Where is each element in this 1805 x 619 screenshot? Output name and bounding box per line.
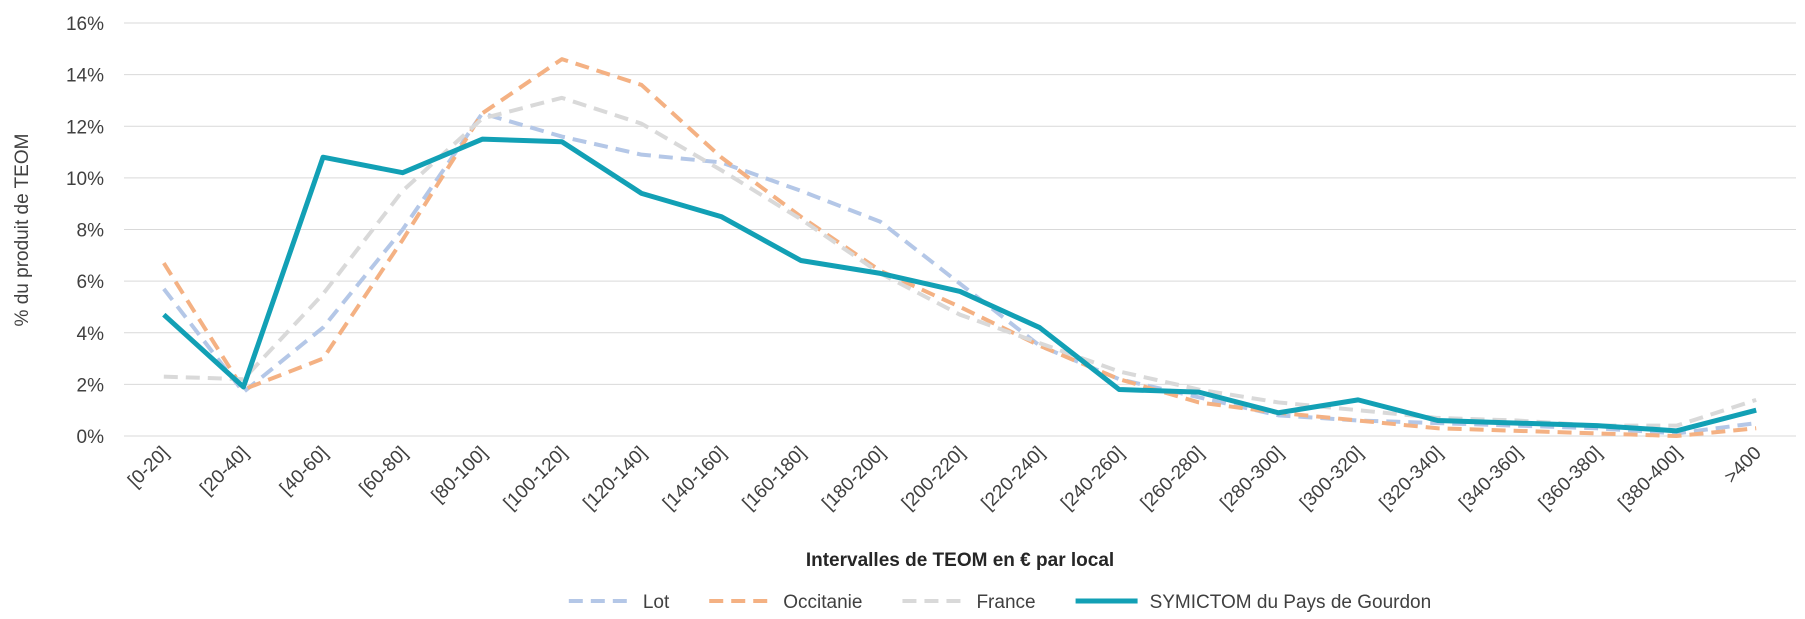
y-tick-label: 6% [77,272,105,293]
y-tick-label: 4% [77,324,105,345]
x-tick-label: [220-240] [978,443,1050,515]
x-tick-label: [200-220] [898,443,970,515]
y-tick-label: 2% [77,375,105,396]
x-tick-label: [180-200] [818,443,890,515]
x-tick-label: [100-120] [500,443,572,515]
x-tick-label: [0-20] [124,443,173,492]
x-tick-label: [260-280] [1137,443,1209,515]
x-tick-label: [20-40] [196,443,253,500]
x-tick-label: [280-300] [1216,443,1288,515]
y-tick-label: 0% [77,427,105,448]
x-axis-title: Intervalles de TEOM en € par local [806,550,1114,571]
x-tick-label: [140-160] [659,443,731,515]
x-tick-label: [120-140] [579,443,651,515]
legend-label: Lot [643,592,670,613]
x-tick-label: [160-180] [739,443,811,515]
y-tick-label: 16% [66,14,104,35]
x-tick-label: [340-360] [1455,443,1527,515]
y-tick-label: 12% [66,117,104,138]
x-tick-label: [60-80] [356,443,413,500]
y-tick-label: 8% [77,221,105,242]
x-tick-label: [40-60] [276,443,333,500]
x-tick-label: [380-400] [1614,443,1686,515]
series-line [162,57,1757,438]
x-tick-label: [80-100] [428,443,492,507]
y-axis-title: % du produit de TEOM [12,134,33,327]
series-line [162,111,1757,436]
x-tick-label: >400 [1721,443,1766,488]
legend-label: SYMICTOM du Pays de Gourdon [1150,592,1432,613]
x-tick-label: [320-340] [1376,443,1448,515]
y-tick-label: 14% [66,66,104,87]
series-line [163,95,1757,428]
y-tick-label: 10% [66,169,104,190]
x-tick-label: [360-380] [1535,443,1607,515]
legend-label: France [976,592,1035,613]
series-line [162,136,1757,434]
legend-label: Occitanie [783,592,862,613]
x-tick-label: [240-260] [1057,443,1129,515]
x-tick-label: [300-320] [1296,443,1368,515]
